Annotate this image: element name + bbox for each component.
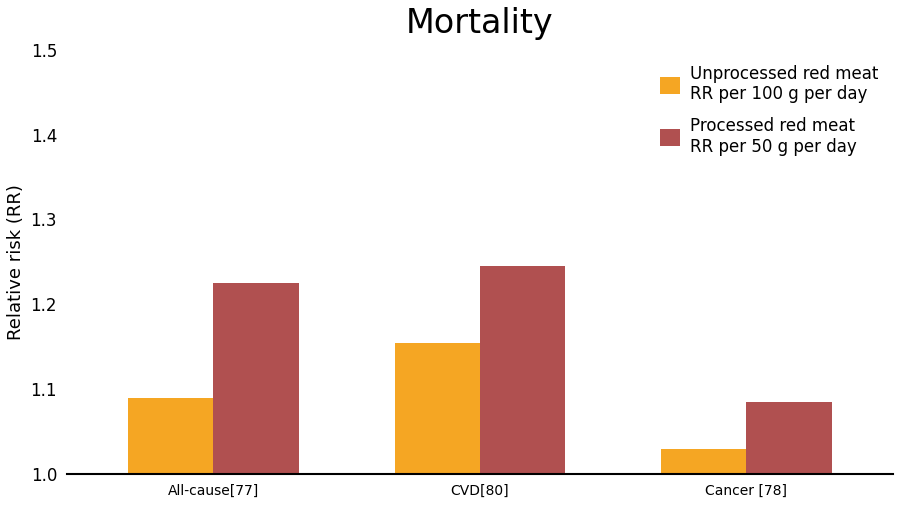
Bar [480, 266, 565, 474]
Bar [746, 402, 832, 474]
Bar [662, 449, 746, 474]
Y-axis label: Relative risk (RR): Relative risk (RR) [7, 184, 25, 340]
Bar [394, 343, 480, 474]
Bar [128, 398, 213, 474]
Title: Mortality: Mortality [406, 7, 554, 40]
Bar [213, 283, 299, 474]
Legend: Unprocessed red meat
RR per 100 g per day, Processed red meat
RR per 50 g per da: Unprocessed red meat RR per 100 g per da… [653, 58, 885, 162]
